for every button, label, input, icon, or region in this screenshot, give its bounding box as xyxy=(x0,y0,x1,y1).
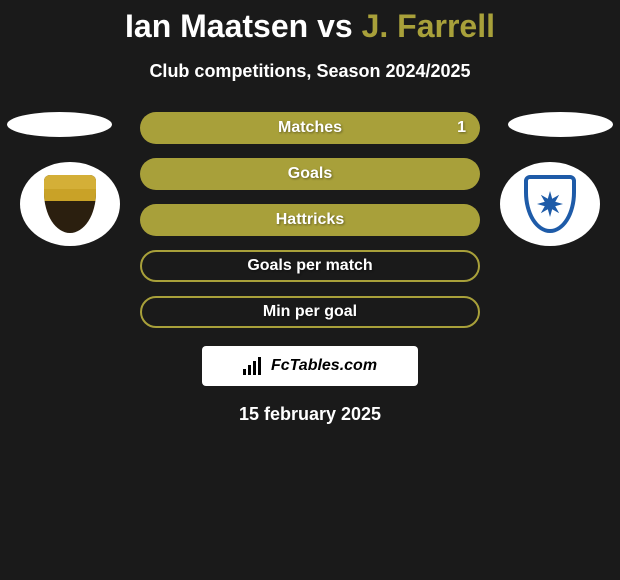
player2-marker-ellipse xyxy=(508,112,613,137)
stat-bar-matches: Matches 1 xyxy=(140,112,480,144)
title-vs: vs xyxy=(317,8,353,44)
stat-bar-hattricks: Hattricks xyxy=(140,204,480,236)
stats-area: Matches 1 Goals Hattricks Goals per matc… xyxy=(0,112,620,332)
subtitle: Club competitions, Season 2024/2025 xyxy=(149,61,470,82)
page-title: Ian Maatsen vs J. Farrell xyxy=(125,8,495,45)
title-player2: J. Farrell xyxy=(362,8,495,44)
title-player1: Ian Maatsen xyxy=(125,8,308,44)
stat-label: Goals per match xyxy=(247,257,372,275)
stat-bars: Matches 1 Goals Hattricks Goals per matc… xyxy=(140,112,480,328)
stat-bar-goals-per-match: Goals per match xyxy=(140,250,480,282)
stat-bar-goals: Goals xyxy=(140,158,480,190)
star-icon xyxy=(537,191,563,217)
crest-circle xyxy=(20,162,120,246)
player1-marker-ellipse xyxy=(7,112,112,137)
source-badge[interactable]: FcTables.com xyxy=(202,346,418,386)
stat-value-right: 1 xyxy=(457,119,466,137)
burnley-shield-icon xyxy=(44,175,96,233)
stat-label: Hattricks xyxy=(276,211,344,229)
stat-bar-min-per-goal: Min per goal xyxy=(140,296,480,328)
crest-circle xyxy=(500,162,600,246)
stat-label: Min per goal xyxy=(263,303,357,321)
stat-label: Goals xyxy=(288,165,332,183)
player1-club-crest xyxy=(20,162,120,246)
stat-label: Matches xyxy=(278,119,342,137)
player2-club-crest xyxy=(500,162,600,246)
source-badge-label: FcTables.com xyxy=(271,357,377,375)
bars-icon xyxy=(243,357,265,375)
comparison-card: Ian Maatsen vs J. Farrell Club competiti… xyxy=(0,0,620,425)
date-label: 15 february 2025 xyxy=(239,404,381,425)
portsmouth-shield-icon xyxy=(524,175,576,233)
